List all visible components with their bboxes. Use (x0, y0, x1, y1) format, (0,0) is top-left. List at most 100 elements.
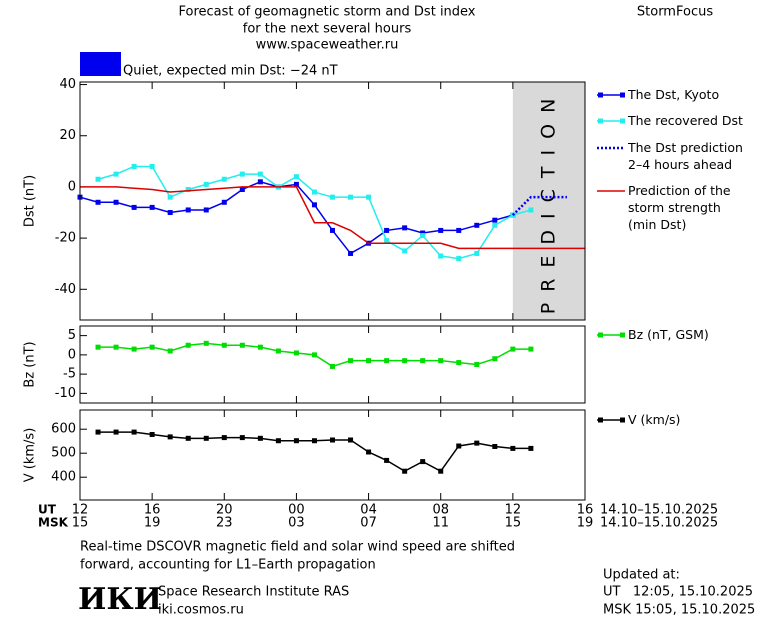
point (474, 222, 480, 228)
point (95, 199, 101, 205)
point (203, 181, 209, 187)
y-tick-label: 600 (51, 422, 76, 437)
point (239, 342, 245, 348)
point (203, 435, 209, 441)
y-axis-label: V (km/s) (23, 428, 38, 483)
legend-entry: The recovered Dst (628, 113, 743, 128)
point (510, 445, 516, 451)
point (366, 358, 372, 364)
point (366, 194, 372, 200)
y-tick-label: 0 (68, 347, 76, 362)
point (221, 199, 227, 205)
point (456, 227, 462, 233)
prediction-band (512, 82, 585, 320)
legend-marker (598, 118, 603, 124)
point (185, 342, 191, 348)
point (348, 194, 354, 200)
point (420, 230, 426, 236)
legend-entry: V (km/s) (628, 412, 681, 427)
y-tick-label: 5 (68, 328, 76, 343)
updated-label: Updated at: (603, 568, 680, 583)
series-line (97, 165, 532, 260)
point (330, 437, 335, 443)
x-tick-label: 16 (144, 503, 161, 518)
x-tick-label: 08 (432, 503, 449, 518)
point (348, 437, 354, 443)
point (492, 443, 498, 449)
point (113, 199, 119, 205)
y-tick-label: -20 (55, 231, 76, 246)
point (492, 356, 498, 362)
point (528, 207, 534, 213)
y-tick-label: -5 (63, 367, 76, 382)
point (402, 468, 408, 474)
point (167, 434, 173, 440)
point (167, 210, 173, 216)
x-tick-label: 07 (360, 516, 377, 531)
y-tick-label: 400 (51, 470, 76, 485)
legend-marker (620, 92, 625, 98)
point (275, 438, 281, 444)
x-tick-label: 00 (288, 503, 305, 518)
point (257, 171, 263, 177)
note-line: Real-time DSCOVR magnetic field and sola… (80, 540, 515, 555)
point (330, 363, 335, 369)
point (492, 222, 498, 228)
point (185, 207, 191, 213)
point (95, 344, 101, 350)
point (474, 362, 480, 367)
point (293, 174, 299, 180)
point (420, 233, 426, 239)
institute: Space Research Institute RAS (158, 585, 349, 600)
point (131, 346, 137, 352)
x-tick-label: 04 (360, 503, 377, 518)
title-line: Forecast of geomagnetic storm and Dst in… (178, 5, 475, 20)
point (221, 435, 227, 441)
y-tick-label: 20 (59, 128, 76, 143)
x-tick-label: 20 (216, 503, 233, 518)
legend-marker (620, 332, 625, 338)
point (384, 227, 390, 233)
panel-frame (79, 325, 586, 404)
point (131, 163, 137, 169)
point (95, 176, 101, 182)
point (384, 358, 390, 364)
point (474, 250, 480, 256)
point (149, 344, 155, 350)
point (384, 457, 390, 463)
point (131, 429, 137, 435)
point (185, 435, 191, 441)
series-line (98, 431, 531, 473)
website: iki.cosmos.ru (158, 603, 244, 618)
point (492, 217, 498, 223)
point (311, 189, 317, 195)
legend-entry: The Dst prediction 2–4 hours ahead (628, 140, 743, 172)
point (149, 431, 155, 437)
legend-marker (598, 92, 603, 98)
point (293, 181, 299, 187)
x-tick-label: 16 (577, 503, 594, 518)
point (438, 253, 444, 259)
point (311, 352, 317, 358)
point (402, 248, 408, 254)
note-line: forward, accounting for L1–Earth propaga… (80, 558, 376, 573)
date-range: 14.10–15.10.2025 (600, 503, 718, 518)
legend-entry: Prediction of the storm strength (min Ds… (628, 183, 731, 232)
point (167, 348, 173, 354)
prediction-label: PREDICTION (537, 88, 559, 315)
series-line (511, 195, 567, 216)
point (348, 358, 354, 364)
x-tick-label: 15 (505, 516, 522, 531)
point (366, 449, 372, 455)
y-axis-label: Dst (nT) (23, 175, 38, 227)
x-tick-label: 19 (577, 516, 594, 531)
quiet-box (80, 52, 121, 76)
y-axis-label: Bz (nT) (23, 341, 38, 387)
updated-ut: UT 12:05, 15.10.2025 (603, 585, 753, 600)
legend-marker (598, 332, 603, 338)
point (149, 163, 155, 169)
point (275, 348, 281, 354)
point (456, 443, 462, 449)
